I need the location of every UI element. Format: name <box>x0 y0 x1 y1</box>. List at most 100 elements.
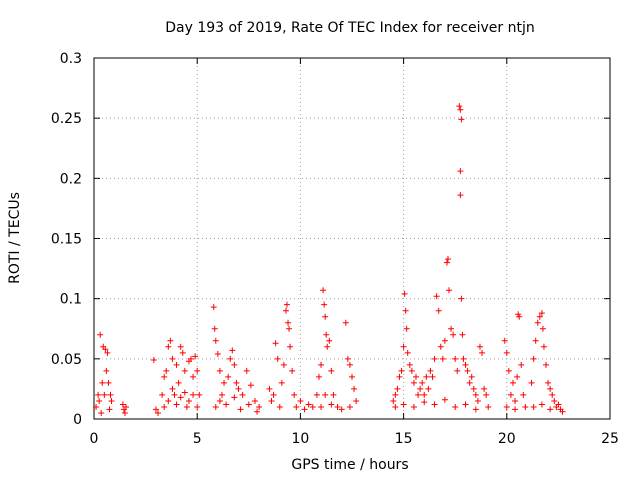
data-point <box>256 403 263 410</box>
data-point <box>214 351 221 358</box>
data-point <box>196 391 203 398</box>
data-point <box>122 403 129 410</box>
data-point <box>421 391 428 398</box>
data-point <box>400 401 407 408</box>
data-point <box>547 406 554 413</box>
data-point <box>233 379 240 386</box>
data-point <box>169 355 176 362</box>
data-point <box>192 353 199 360</box>
data-point <box>446 287 453 294</box>
data-point <box>163 367 170 374</box>
data-point <box>483 391 490 398</box>
data-point <box>460 355 467 362</box>
data-point <box>194 367 201 374</box>
data-point <box>181 389 188 396</box>
data-point <box>435 307 442 314</box>
data-point <box>188 355 195 362</box>
data-point <box>183 403 190 410</box>
data-point <box>419 379 426 386</box>
data-point <box>555 401 562 408</box>
data-point <box>423 373 430 380</box>
data-point <box>286 325 293 332</box>
data-point <box>321 301 328 308</box>
data-point <box>452 355 459 362</box>
data-point <box>346 361 353 368</box>
data-point <box>412 373 419 380</box>
data-point <box>396 373 403 380</box>
data-point <box>282 307 289 314</box>
data-point <box>177 394 184 401</box>
data-point <box>173 361 180 368</box>
x-tick-label: 10 <box>291 431 309 447</box>
data-point <box>247 382 254 389</box>
data-point <box>285 319 292 326</box>
data-point <box>305 401 312 408</box>
data-point <box>403 325 410 332</box>
data-point <box>237 406 244 413</box>
data-point <box>254 408 261 415</box>
data-point <box>179 349 186 356</box>
data-point <box>175 379 182 386</box>
data-point <box>289 367 296 374</box>
data-point <box>400 343 407 350</box>
data-point <box>185 397 192 404</box>
data-point <box>243 367 250 374</box>
data-point <box>108 397 115 404</box>
data-point <box>99 379 106 386</box>
data-point <box>227 355 234 362</box>
data-point <box>266 385 273 392</box>
data-point <box>485 403 492 410</box>
data-point <box>538 310 545 317</box>
data-point <box>231 361 238 368</box>
data-point <box>272 340 279 347</box>
data-point <box>121 409 128 416</box>
data-point <box>301 406 308 413</box>
data-point <box>543 361 550 368</box>
data-point <box>410 379 417 386</box>
data-point <box>161 373 168 380</box>
data-point <box>431 401 438 408</box>
data-point <box>291 391 298 398</box>
data-point <box>507 391 514 398</box>
data-point <box>472 406 479 413</box>
data-point <box>540 343 547 350</box>
data-point <box>297 397 304 404</box>
data-point <box>93 403 100 410</box>
data-point <box>349 373 355 380</box>
data-point <box>283 301 290 308</box>
data-point <box>351 385 358 392</box>
data-point <box>505 367 512 374</box>
data-point <box>457 192 464 199</box>
data-point <box>534 319 541 326</box>
data-point <box>328 367 335 374</box>
data-point <box>392 403 399 410</box>
data-point <box>169 385 176 392</box>
data-point <box>221 379 228 386</box>
data-point <box>441 396 448 403</box>
data-point <box>458 295 465 302</box>
y-tick-label: 0.2 <box>60 171 82 187</box>
data-points <box>93 103 566 416</box>
data-point <box>210 304 217 311</box>
data-point <box>539 325 546 332</box>
data-point <box>439 355 446 362</box>
data-point <box>328 401 335 408</box>
data-point <box>270 391 277 398</box>
data-point <box>408 367 415 374</box>
data-point <box>190 373 197 380</box>
data-point <box>274 355 281 362</box>
data-point <box>522 403 529 410</box>
data-point <box>212 403 219 410</box>
data-point <box>334 403 341 410</box>
data-point <box>223 401 230 408</box>
y-tick-label: 0.15 <box>51 232 82 248</box>
data-point <box>516 313 523 320</box>
data-point <box>212 337 219 344</box>
data-point <box>392 391 399 398</box>
data-point <box>225 373 232 380</box>
data-point <box>530 355 537 362</box>
data-point <box>181 367 188 374</box>
data-point <box>479 349 486 356</box>
data-point <box>468 373 475 380</box>
data-point <box>280 361 287 368</box>
